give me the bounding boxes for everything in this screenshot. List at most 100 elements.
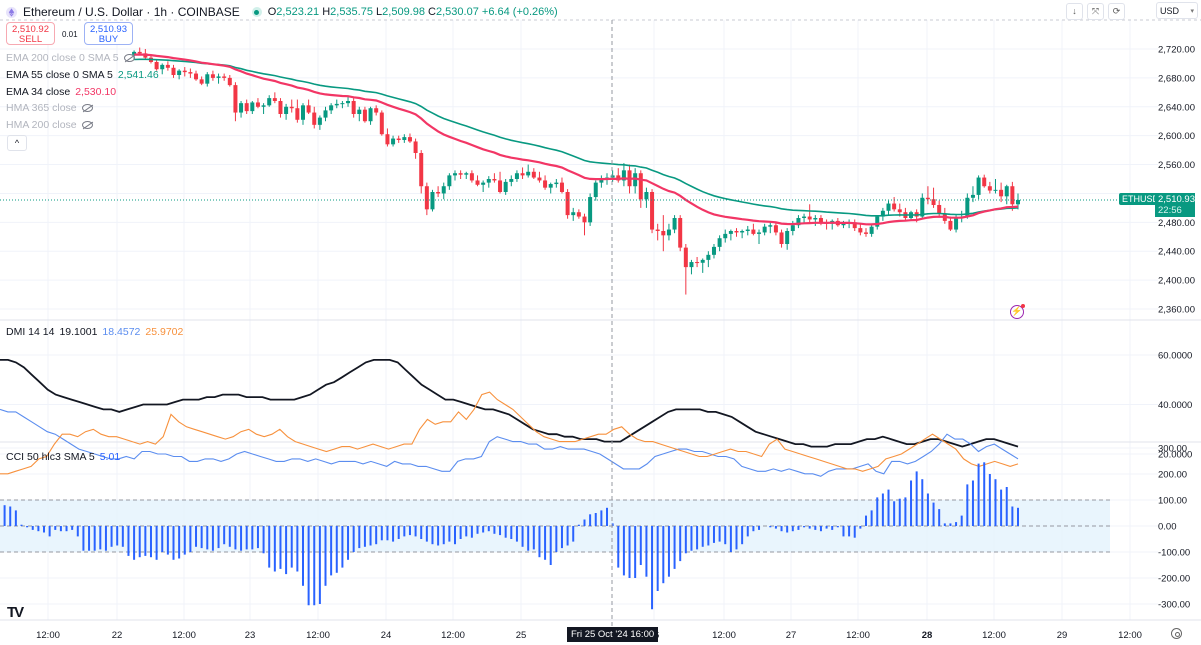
candle-body: [199, 79, 204, 84]
candle-body: [182, 70, 187, 73]
candle-body: [447, 175, 452, 187]
y-tick-label: 2,480.00: [1158, 218, 1195, 229]
candle-body: [976, 177, 981, 195]
dmi-legend[interactable]: DMI 14 14 19.1001 18.4572 25.9702: [6, 326, 183, 338]
close-label: C: [428, 6, 436, 18]
cci-histogram: [3, 462, 1019, 610]
y-tick-label: 2,640.00: [1158, 102, 1195, 113]
candle-body: [734, 231, 739, 233]
candle-body: [424, 186, 429, 210]
legend-ema200[interactable]: EMA 200 close 0 SMA 5: [6, 52, 135, 64]
candle-body: [999, 189, 1004, 197]
x-tick-label: 27: [786, 630, 797, 641]
candle-body: [965, 197, 970, 217]
candle-body: [880, 210, 885, 217]
tradingview-logo[interactable]: TV: [7, 604, 24, 621]
eye-off-icon[interactable]: [81, 121, 93, 129]
candle-body: [509, 179, 514, 182]
candle-body: [1010, 186, 1015, 205]
scale-toolbar: ↓ ⤧ ⟳: [1066, 3, 1125, 20]
candle-body: [621, 170, 626, 181]
candle-body: [329, 105, 334, 111]
sell-button[interactable]: 2,510.92 SELL: [6, 22, 55, 45]
market-status-icon[interactable]: [251, 7, 262, 17]
candle-body: [599, 179, 604, 183]
scroll-to-latest-button[interactable]: ↓: [1066, 3, 1083, 20]
candle-body: [323, 110, 328, 118]
ema-lines: [0, 53, 1118, 226]
candle-body: [762, 226, 767, 233]
candle-body: [312, 112, 317, 125]
y-tick-label: 2,400.00: [1158, 276, 1195, 287]
settings-icon[interactable]: [1171, 628, 1182, 639]
candle-body: [582, 216, 587, 223]
candle-body: [486, 179, 491, 183]
candle-body: [362, 109, 367, 122]
y-tick-label: 2,720.00: [1158, 45, 1195, 56]
candle-body: [593, 182, 598, 198]
candle-body: [385, 134, 390, 145]
arrow-down-icon: ↓: [1072, 6, 1077, 16]
reset-chart-button[interactable]: ⟳: [1108, 3, 1125, 20]
candle-body: [436, 192, 441, 194]
legend-hma365[interactable]: HMA 365 close: [6, 102, 93, 114]
y-tick-label: 2,680.00: [1158, 73, 1195, 84]
lightning-alert-icon[interactable]: ⚡: [1010, 304, 1025, 319]
low-value: 2,509.98: [382, 6, 425, 18]
candle-body: [672, 218, 677, 230]
candle-body: [706, 254, 711, 260]
candle-body: [987, 186, 992, 191]
cci-legend[interactable]: CCI 50 hlc3 SMA 5 5.01: [6, 451, 120, 463]
buy-label: BUY: [98, 34, 119, 45]
candle-body: [892, 203, 897, 210]
candle-body: [633, 173, 638, 187]
candle-body: [773, 225, 778, 233]
candle-body: [250, 102, 255, 112]
candle-body: [711, 246, 716, 255]
candle-body: [768, 225, 773, 227]
eye-off-icon[interactable]: [81, 104, 93, 112]
candle-body: [695, 262, 700, 264]
cci-name: CCI 50 hlc3 SMA 5: [6, 451, 95, 463]
buy-button[interactable]: 2,510.93 BUY: [84, 22, 133, 45]
y-tick-label: -100.00: [1158, 548, 1190, 559]
legend-ema55[interactable]: EMA 55 close 0 SMA 5 2,541.46: [6, 69, 159, 81]
candle-body: [807, 216, 812, 220]
cci-band: [0, 499, 1110, 553]
candle-body: [351, 101, 356, 114]
auto-scale-button[interactable]: ⤧: [1087, 3, 1104, 20]
eye-off-icon[interactable]: [123, 54, 135, 62]
y-tick-label: 0.00: [1158, 522, 1177, 533]
candle-body: [346, 101, 351, 104]
candle-body: [227, 77, 232, 86]
candle-body: [796, 218, 801, 226]
sell-label: SELL: [18, 34, 43, 45]
candle-body: [723, 233, 728, 239]
high-value: 2,535.75: [330, 6, 373, 18]
candle-body: [368, 108, 373, 122]
legend-hma200[interactable]: HMA 200 close: [6, 119, 93, 131]
candle-body: [948, 220, 953, 230]
candle-body: [852, 222, 857, 229]
collapse-legend-button[interactable]: ^: [7, 135, 27, 151]
candle-body: [818, 218, 823, 223]
sell-price: 2,510.92: [12, 24, 49, 35]
candle-body: [419, 153, 424, 187]
candle-body: [453, 173, 457, 176]
symbol-title[interactable]: Ethereum / U.S. Dollar · 1h · COINBASE: [23, 5, 240, 19]
candle-body: [244, 103, 249, 112]
legend-ema34[interactable]: EMA 34 close 2,530.10: [6, 86, 116, 98]
change-value: +6.64 (+0.26%): [481, 6, 558, 18]
y-tick-label: 20.0000: [1158, 450, 1192, 461]
y-tick-label: 2,360.00: [1158, 305, 1195, 316]
x-tick-label: 25: [516, 630, 527, 641]
x-tick-label: 24: [381, 630, 392, 641]
currency-select[interactable]: USD ▾: [1156, 2, 1198, 19]
x-tick-label: 12:00: [306, 630, 330, 641]
crosshair-time-label: Fri 25 Oct '24 16:00: [567, 627, 659, 642]
candle-body: [678, 218, 683, 248]
candle-body: [841, 223, 846, 226]
candle-body: [233, 85, 238, 113]
candle-body: [222, 76, 227, 78]
